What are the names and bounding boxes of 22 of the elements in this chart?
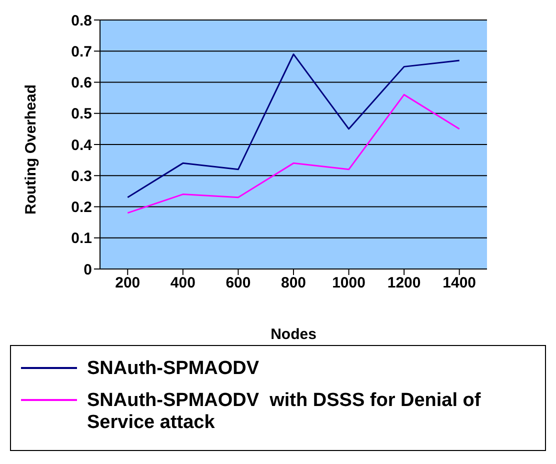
legend-label: SNAuth-SPMAODV <box>87 358 260 380</box>
y-tick-label: 0.7 <box>71 43 92 60</box>
x-tick-label: 1200 <box>387 274 421 292</box>
y-tick-label: 0.8 <box>71 12 92 30</box>
x-tick-label: 1000 <box>332 274 366 292</box>
y-tick-label: 0.6 <box>71 74 92 92</box>
y-tick-label: 0 <box>84 261 92 278</box>
x-axis-title: Nodes <box>270 326 316 343</box>
x-tick-label: 1400 <box>442 274 476 292</box>
line-series <box>126 94 460 214</box>
y-tick-label: 0.2 <box>71 199 92 216</box>
x-tick-label: 600 <box>226 274 251 292</box>
x-tick-label: 200 <box>115 274 140 292</box>
y-tick-label: 0.5 <box>71 106 92 123</box>
y-axis-title: Routing Overhead <box>22 84 40 214</box>
legend-label: SNAuth-SPMAODV with DSSS for Denial of Service attack <box>87 390 482 434</box>
x-tick-label: 800 <box>280 274 306 292</box>
line-series <box>126 53 460 198</box>
x-tick-label: 400 <box>170 274 196 292</box>
y-tick-label: 0.3 <box>71 168 92 185</box>
y-tick-label: 0.4 <box>71 136 93 154</box>
y-tick-label: 0.1 <box>71 230 92 248</box>
